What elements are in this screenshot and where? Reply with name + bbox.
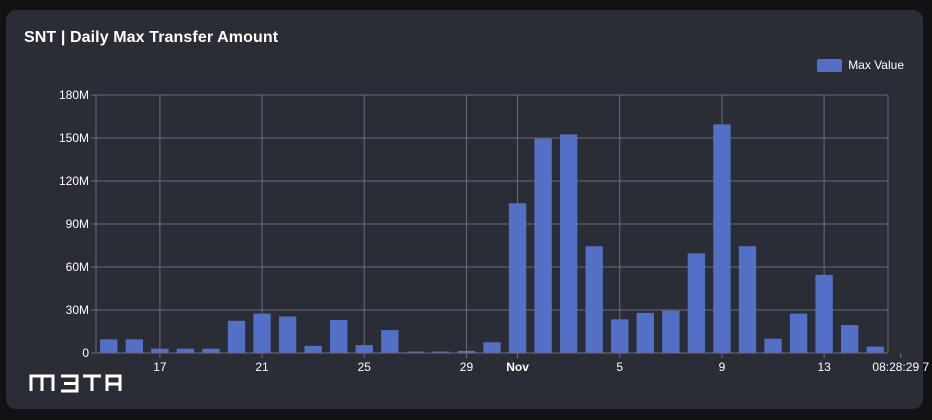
y-tick-label: 150M: [59, 131, 89, 145]
bar[interactable]: [227, 320, 246, 353]
bar[interactable]: [738, 246, 757, 353]
legend-label: Max Value: [848, 58, 904, 72]
y-tick-label: 0: [82, 346, 89, 360]
bar[interactable]: [840, 325, 859, 353]
y-tick-label: 120M: [59, 174, 89, 188]
bar[interactable]: [789, 313, 808, 353]
bar[interactable]: [483, 342, 501, 353]
bar[interactable]: [559, 134, 578, 353]
x-tick-label: 17: [153, 360, 167, 374]
y-axis-ticks: 0 30M 60M 90M 120M 150M 180M: [59, 88, 96, 360]
bar[interactable]: [330, 320, 348, 353]
legend[interactable]: Max Value: [817, 58, 904, 72]
grid-lines: [96, 94, 889, 353]
x-tick-label: 25: [358, 360, 372, 374]
x-tick-label: 9: [719, 360, 726, 374]
x-tick-label: 5: [616, 360, 623, 374]
bar[interactable]: [534, 138, 552, 353]
bar[interactable]: [176, 348, 195, 353]
y-tick-label: 90M: [66, 217, 89, 231]
bar[interactable]: [304, 345, 322, 353]
bar[interactable]: [662, 310, 680, 353]
x-tick-label: 13: [817, 360, 831, 374]
chart-title: SNT | Daily Max Transfer Amount: [24, 29, 279, 46]
bar[interactable]: [764, 338, 782, 353]
bar[interactable]: [611, 319, 629, 353]
bar[interactable]: [381, 330, 399, 353]
bar[interactable]: [866, 346, 884, 353]
bar[interactable]: [713, 124, 731, 353]
bar[interactable]: [687, 253, 706, 353]
bar[interactable]: [278, 316, 297, 353]
bar[interactable]: [815, 274, 833, 353]
meta-logo-icon: [29, 374, 122, 393]
y-tick-label: 30M: [66, 303, 89, 317]
y-tick-label: 60M: [66, 260, 89, 274]
bar[interactable]: [406, 351, 425, 353]
bar[interactable]: [202, 348, 220, 353]
x-tick-label: 21: [255, 360, 269, 374]
bar-series: [100, 124, 884, 353]
bar[interactable]: [253, 313, 271, 353]
x-tick-label: 08:28:29 7: [872, 360, 929, 374]
bar[interactable]: [151, 348, 169, 353]
y-tick-label: 180M: [59, 88, 89, 102]
x-axis-ticks: 17 21 25 29 Nov 5 9 13 08:28:29 7: [153, 353, 929, 374]
bar[interactable]: [355, 345, 373, 353]
bar[interactable]: [432, 351, 450, 353]
bar[interactable]: [508, 203, 527, 353]
x-tick-label: 29: [460, 360, 474, 374]
legend-swatch: [817, 58, 843, 72]
bar[interactable]: [636, 312, 654, 353]
bar[interactable]: [100, 339, 118, 353]
bar[interactable]: [585, 246, 603, 353]
x-tick-label: Nov: [506, 360, 529, 374]
bar[interactable]: [457, 350, 476, 353]
bar[interactable]: [125, 339, 144, 353]
